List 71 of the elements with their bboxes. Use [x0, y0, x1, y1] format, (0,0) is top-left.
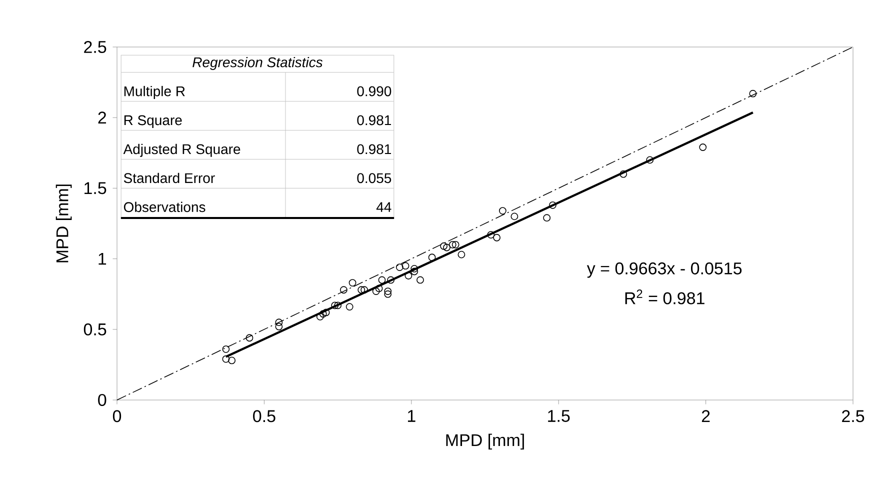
point [396, 264, 404, 271]
point [699, 144, 707, 151]
point [510, 212, 518, 220]
annotation: Multiple R [124, 86, 185, 99]
point [410, 264, 418, 272]
y-tick-label: 0.5 [84, 323, 106, 336]
annotation: 0.981 [357, 115, 391, 126]
annotation: Observations [124, 202, 206, 212]
x-tick-label: 1.5 [548, 410, 570, 422]
point [384, 288, 392, 295]
point [410, 268, 418, 276]
point [458, 250, 466, 258]
point [222, 355, 230, 363]
point [404, 272, 412, 280]
point [440, 242, 448, 250]
point [487, 231, 495, 238]
x-tick-label: 1 [408, 410, 416, 422]
point [340, 286, 348, 294]
point [334, 302, 342, 310]
point [549, 201, 556, 209]
point [375, 284, 383, 292]
point [448, 240, 456, 248]
point [384, 290, 392, 298]
point [319, 310, 327, 318]
annotation: 0.981 [357, 144, 391, 154]
point [331, 302, 339, 310]
point [402, 262, 410, 270]
point [246, 334, 254, 342]
annotation: 0.055 [357, 173, 392, 184]
point [348, 279, 356, 287]
annotation: Standard Error [124, 172, 215, 184]
x-axis-title: MPD [mm] [446, 434, 524, 450]
annotation: 44 [376, 202, 392, 212]
point [498, 207, 506, 214]
annotation: Regression Statistics [192, 56, 323, 70]
point [646, 156, 654, 164]
x-tick-label: 2 [702, 410, 710, 422]
point [620, 170, 628, 178]
point [316, 312, 324, 320]
point [452, 240, 460, 248]
point [749, 90, 757, 98]
x-tick-label: 0 [112, 410, 122, 422]
point [372, 288, 380, 295]
point [378, 276, 386, 284]
annotation: R Square [124, 115, 182, 128]
x-tick-label: 0.5 [253, 410, 276, 422]
point [275, 322, 283, 330]
annotation: y = 0.9663x - 0.0515 [586, 262, 742, 278]
point [387, 276, 394, 284]
point [416, 276, 424, 284]
point [543, 214, 551, 222]
point [358, 286, 366, 294]
y-tick-label: 1.5 [84, 182, 106, 194]
point [360, 286, 368, 294]
y-tick-label: 2 [98, 112, 106, 124]
point [275, 318, 283, 326]
annotation: R$^{2}$ = 0.981 [625, 290, 704, 304]
y-tick-label: 1 [98, 252, 106, 265]
y-tick-label: 2.5 [84, 40, 106, 54]
annotation: Adjusted R Square [123, 144, 240, 157]
point [443, 244, 450, 252]
point [428, 254, 436, 262]
point [222, 345, 230, 353]
point [322, 308, 330, 316]
y-tick-label: 0 [98, 394, 106, 406]
y-axis-title: MPD [mm] [56, 184, 72, 262]
point [228, 356, 236, 364]
point [346, 303, 354, 311]
annotation: 0.990 [357, 86, 392, 96]
x-tick-label: 2.5 [842, 410, 864, 422]
point [493, 234, 500, 242]
